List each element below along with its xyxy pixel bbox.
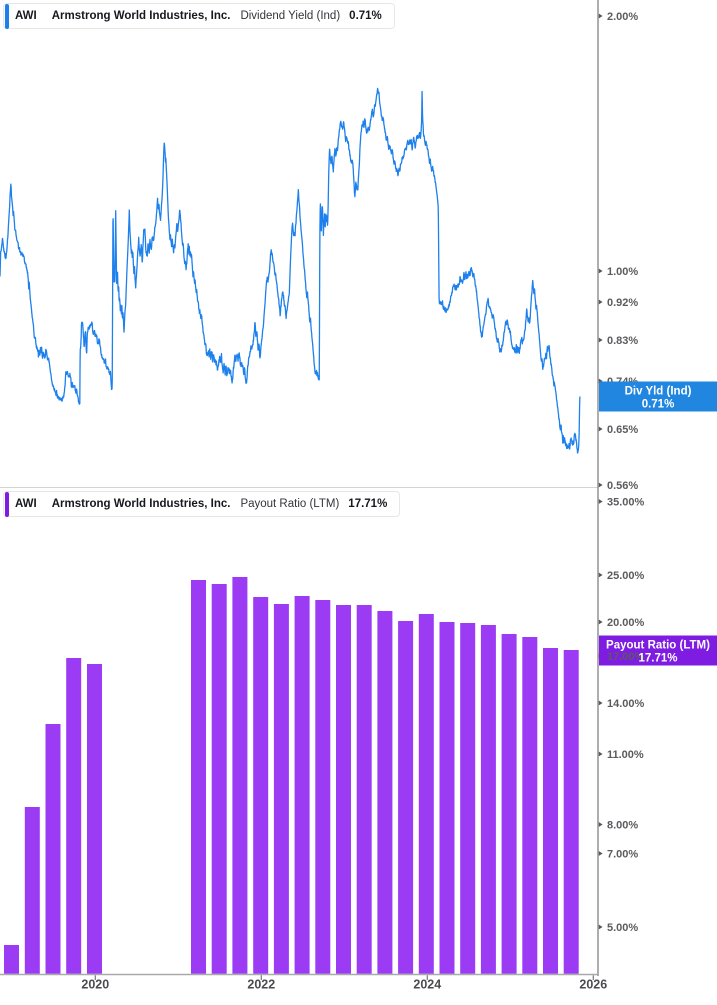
svg-text:14.00%: 14.00% [607,698,645,710]
svg-text:2022: 2022 [247,978,275,992]
svg-text:17.71%: 17.71% [638,652,677,664]
svg-text:Payout Ratio (LTM): Payout Ratio (LTM) [606,639,710,651]
svg-text:25.00%: 25.00% [607,570,645,582]
svg-text:0.71%: 0.71% [642,398,675,410]
svg-text:8.00%: 8.00% [607,820,638,832]
svg-text:17.00%: 17.00% [607,651,645,663]
svg-text:2.00%: 2.00% [607,11,638,23]
svg-text:Div Yld (Ind): Div Yld (Ind) [625,385,692,397]
svg-text:11.00%: 11.00% [607,749,644,761]
svg-text:7.00%: 7.00% [607,849,638,861]
svg-text:5.00%: 5.00% [607,922,638,934]
svg-text:35.00%: 35.00% [607,497,645,509]
svg-text:20.00%: 20.00% [607,617,645,629]
svg-text:0.83%: 0.83% [607,335,638,347]
svg-text:2020: 2020 [81,978,109,992]
svg-text:0.56%: 0.56% [607,480,638,492]
svg-text:0.92%: 0.92% [607,297,638,309]
svg-text:0.65%: 0.65% [607,424,638,436]
svg-text:2026: 2026 [579,978,607,992]
svg-text:1.00%: 1.00% [607,266,638,278]
svg-text:2024: 2024 [413,978,441,992]
